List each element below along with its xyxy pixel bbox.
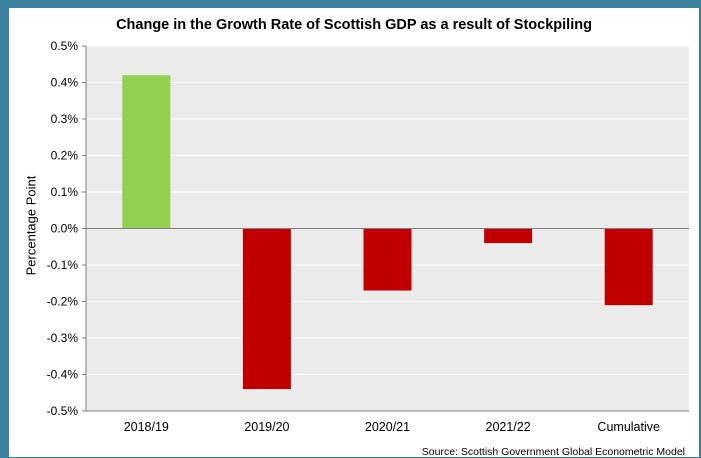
x-tick-label: 2018/19 xyxy=(124,420,169,434)
y-tick-label: -0.5% xyxy=(47,404,79,418)
bar-2018-19 xyxy=(122,75,171,229)
y-tick-label: 0.3% xyxy=(51,112,79,126)
y-tick-label: 0.1% xyxy=(51,185,79,199)
chart-source: Source: Scottish Government Global Econo… xyxy=(421,446,685,458)
bar-2020-21 xyxy=(363,228,412,291)
bar-2019-20 xyxy=(242,228,291,390)
y-tick-label: -0.3% xyxy=(47,331,79,345)
chart-title: Change in the Growth Rate of Scottish GD… xyxy=(116,17,592,33)
chart-frame: Change in the Growth Rate of Scottish GD… xyxy=(9,8,699,458)
x-tick-label: 2020/21 xyxy=(365,420,410,434)
y-tick-label: -0.2% xyxy=(47,295,79,309)
x-tick-label: 2019/20 xyxy=(244,420,289,434)
bar-chart: 0.5% 0.4% 0.3% 0.2% 0.1% 0.0% -0.1% -0.2% -0.3% -… xyxy=(47,39,689,434)
y-tick-label: 0.5% xyxy=(51,39,79,53)
y-tick-label: 0.4% xyxy=(51,76,79,90)
y-tick-label: -0.4% xyxy=(47,368,79,382)
bar-2021-22 xyxy=(484,228,533,244)
y-tick-label: -0.1% xyxy=(47,258,79,272)
x-tick-label: 2021/22 xyxy=(486,420,531,434)
y-tick-label: 0.2% xyxy=(51,149,79,163)
y-tick-label: 0.0% xyxy=(51,222,79,236)
x-tick-label: Cumulative xyxy=(597,420,660,434)
bar-cumulative xyxy=(604,228,653,306)
